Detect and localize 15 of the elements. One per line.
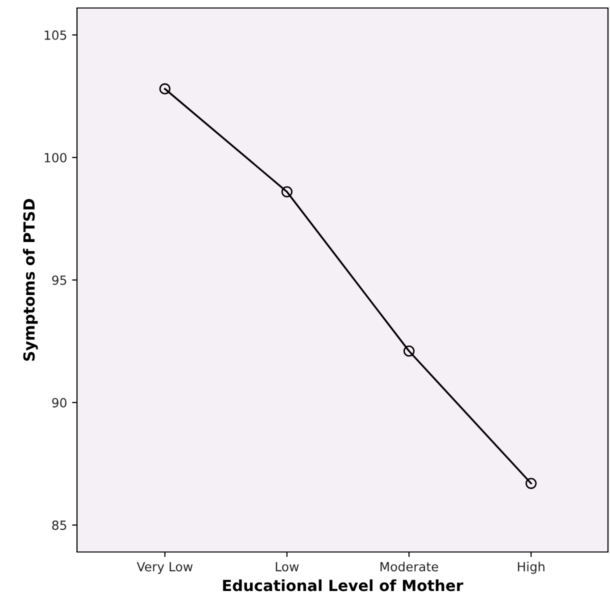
y-tick-label: 100 [44,152,66,162]
y-tick-label: 85 [52,520,66,530]
y-tick-label: 90 [52,398,66,408]
point [403,346,415,357]
x-tick-label: Moderate [380,562,438,572]
x-tick-label: Very Low [136,562,193,574]
x-tick-label: Low [276,562,299,572]
point [159,83,170,94]
x-axis-title: Educational Level of Mother [223,579,464,592]
y-axis-title: Symptoms of PTSD [22,198,38,361]
point [526,478,537,489]
x-tick-label: High [518,562,544,574]
point [281,186,293,198]
y-tick-label: 105 [44,30,66,40]
y-tick-label: 95 [52,275,66,285]
